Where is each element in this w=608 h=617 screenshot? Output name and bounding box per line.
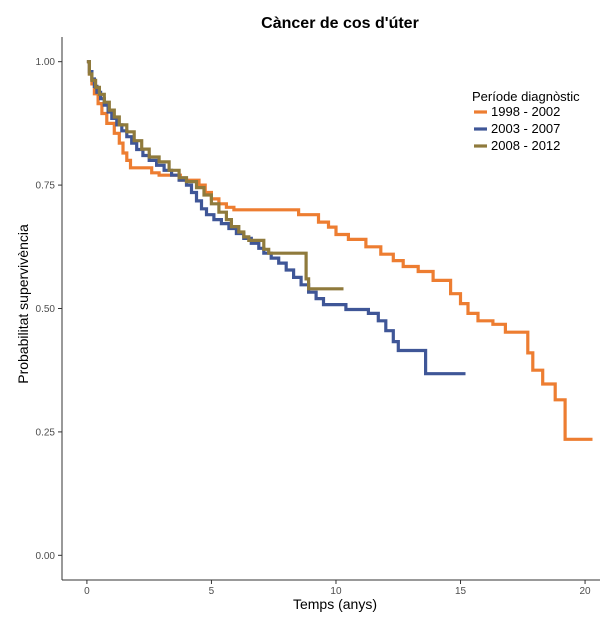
- series-line-1: [86, 60, 593, 441]
- legend-label-2: 2003 - 2007: [491, 121, 560, 136]
- y-tick-label: 0.00: [36, 551, 56, 562]
- chart-title: Càncer de cos d'úter: [261, 15, 419, 32]
- x-tick-label: 5: [209, 586, 215, 597]
- x-axis-label: Temps (anys): [293, 596, 377, 612]
- x-tick-label: 15: [455, 586, 467, 597]
- series-layer: [86, 60, 593, 441]
- legend-label-1: 1998 - 2002: [491, 104, 560, 119]
- y-tick-label: 0.50: [36, 304, 56, 315]
- legend: Període diagnòstic 1998 - 2002 2003 - 200…: [472, 89, 580, 153]
- x-tick-label: 20: [579, 586, 591, 597]
- y-tick-label: 0.25: [36, 427, 56, 438]
- y-tick-label: 1.00: [36, 57, 56, 68]
- x-tick-label: 10: [330, 586, 342, 597]
- axes: 0.00 0.25 0.50 0.75 1.00 0 5 10 15 20: [36, 37, 600, 597]
- y-tick-label: 0.75: [36, 181, 56, 192]
- legend-label-3: 2008 - 2012: [491, 138, 560, 153]
- series-line-3: [86, 60, 344, 291]
- legend-title: Període diagnòstic: [472, 89, 580, 104]
- y-axis-label: Probabilitat supervivència: [15, 224, 31, 384]
- series-line-2: [86, 60, 466, 376]
- x-tick-label: 0: [84, 586, 90, 597]
